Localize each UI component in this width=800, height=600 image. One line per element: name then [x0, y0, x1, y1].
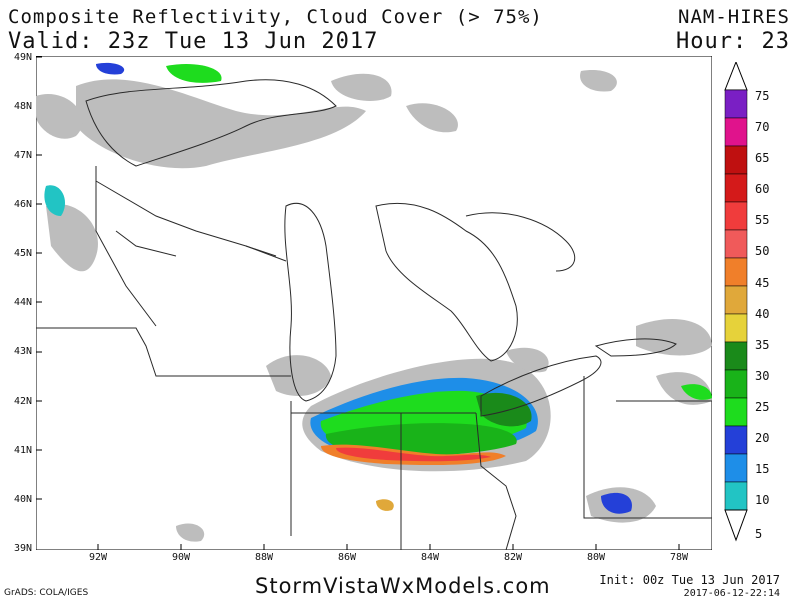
lat-label: 47N: [13, 150, 32, 161]
legend-label: 75: [755, 89, 770, 103]
legend-swatch: [724, 453, 748, 483]
lat-label: 41N: [13, 445, 32, 456]
valid-time: Valid: 23z Tue 13 Jun 2017: [8, 29, 379, 54]
legend-label: 20: [755, 431, 770, 445]
legend-label: 65: [755, 151, 770, 165]
legend-label: 60: [755, 182, 770, 196]
legend-label: 15: [755, 462, 770, 476]
geographic-boundaries: [36, 79, 712, 550]
reflectivity-map: [36, 56, 712, 550]
legend-swatch: [724, 89, 748, 119]
axis-ticks: [36, 56, 680, 550]
lon-label: 82W: [503, 552, 523, 563]
legend-swatch: [724, 229, 748, 259]
legend-label: 45: [755, 276, 770, 290]
lon-label: 78W: [669, 552, 689, 563]
color-legend: [724, 62, 748, 542]
legend-label: 10: [755, 493, 770, 507]
legend-label: 50: [755, 244, 770, 258]
legend-swatch: [724, 173, 748, 203]
legend-top-arrow: [724, 62, 748, 91]
legend-swatch: [724, 425, 748, 455]
init-time: Init: 00z Tue 13 Jun 2017: [599, 573, 780, 587]
map-title: Composite Reflectivity, Cloud Cover (> 7…: [8, 6, 543, 28]
lat-label: 42N: [13, 396, 32, 407]
legend-swatch: [724, 341, 748, 371]
legend-label: 5: [755, 527, 763, 541]
lon-label: 90W: [171, 552, 191, 563]
site-name: StormVistaWxModels.com: [255, 574, 551, 598]
model-name: NAM-HIRES: [678, 6, 790, 28]
legend-swatches: [724, 89, 748, 511]
lon-label: 88W: [254, 552, 274, 563]
lat-label: 48N: [13, 101, 32, 112]
lon-label: 84W: [420, 552, 440, 563]
lon-label: 80W: [586, 552, 606, 563]
legend-label: 70: [755, 120, 770, 134]
run-timestamp: 2017-06-12-22:14: [683, 588, 780, 599]
legend-swatch: [724, 117, 748, 147]
legend-swatch: [724, 369, 748, 399]
lat-label: 43N: [13, 346, 32, 357]
legend-label: 25: [755, 400, 770, 414]
legend-swatch: [724, 481, 748, 511]
legend-swatch: [724, 397, 748, 427]
lon-label: 86W: [337, 552, 357, 563]
legend-swatch: [724, 285, 748, 315]
legend-bottom-arrow: [724, 509, 748, 542]
legend-label: 55: [755, 213, 770, 227]
lon-label: 92W: [88, 552, 108, 563]
legend-swatch: [724, 257, 748, 287]
lat-label: 45N: [13, 248, 32, 259]
legend-swatch: [724, 145, 748, 175]
legend-label: 30: [755, 369, 770, 383]
legend-label: 40: [755, 307, 770, 321]
legend-swatch: [724, 313, 748, 343]
grads-credit: GrADS: COLA/IGES: [4, 588, 89, 598]
reflectivity-echoes: [44, 62, 712, 514]
lat-label: 46N: [13, 199, 32, 210]
legend-swatch: [724, 201, 748, 231]
forecast-hour: Hour: 23: [676, 29, 790, 54]
lat-label: 44N: [13, 297, 32, 308]
legend-label: 35: [755, 338, 770, 352]
lat-label: 39N: [13, 543, 32, 554]
lat-label: 49N: [13, 52, 32, 63]
lat-label: 40N: [13, 494, 32, 505]
